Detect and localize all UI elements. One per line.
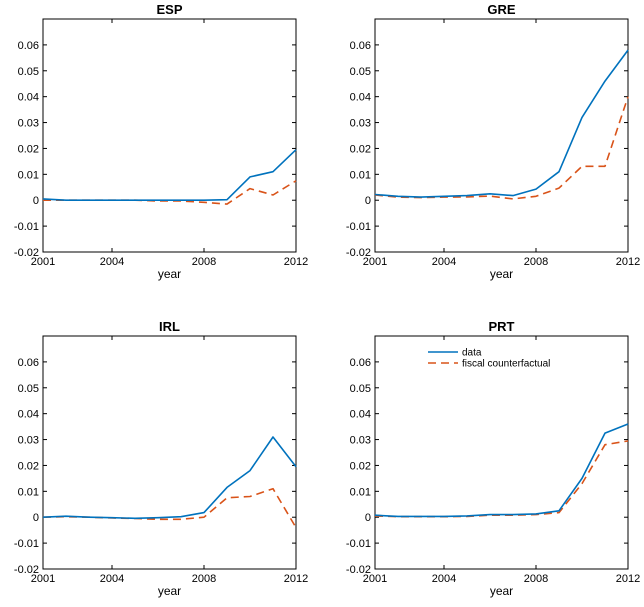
panel-esp: ESP -0.02 -0.01 0 0.01 0.02 0.03 0.04 0.05 0.06 20… [14, 2, 308, 281]
y-tick-label: -0.02 [14, 564, 39, 576]
y-tick-label: -0.01 [14, 538, 39, 550]
axes-frame [374, 335, 629, 570]
y-tick-label: 0.03 [18, 118, 39, 130]
x-tick-label: 2001 [31, 256, 55, 268]
y-tick-label: 0.01 [350, 486, 371, 498]
series-line-data [42, 436, 297, 520]
y-tick-label: 0.03 [350, 118, 371, 130]
x-tick-label: 2012 [616, 573, 640, 585]
y-tick-label: 0.04 [18, 92, 39, 104]
legend-label: data [462, 348, 482, 359]
y-tick-label: 0.02 [18, 143, 39, 155]
series-line-data [374, 49, 629, 198]
y-tick-label: 0.06 [18, 357, 39, 369]
y-tick-label: -0.02 [346, 247, 371, 259]
y-tick-label: 0 [365, 195, 371, 207]
y-tick-label: 0.04 [18, 409, 39, 421]
panel-title: ESP [156, 2, 182, 17]
y-tick-label: -0.01 [14, 221, 39, 233]
x-tick-label: 2012 [284, 573, 308, 585]
axes-frame [42, 18, 297, 253]
y-tick-label: 0.04 [350, 92, 371, 104]
y-tick-label: 0.01 [18, 169, 39, 181]
legend-label: fiscal counterfactual [462, 359, 550, 370]
y-tick-label: 0.05 [18, 66, 39, 78]
x-tick-label: 2008 [524, 256, 548, 268]
y-tick-label: 0.03 [18, 435, 39, 447]
x-axis-label: year [490, 267, 513, 281]
panel-prt: PRT -0.02 -0.01 0 0.01 0.02 0.03 0.04 0.05 0.06 20… [346, 319, 640, 598]
y-tick-label: 0.02 [350, 143, 371, 155]
x-axis-label: year [158, 584, 181, 598]
x-tick-label: 2004 [100, 573, 124, 585]
x-tick-label: 2001 [363, 256, 387, 268]
y-tick-label: -0.02 [346, 564, 371, 576]
y-tick-label: 0.05 [18, 383, 39, 395]
y-tick-label: 0 [33, 195, 39, 207]
y-tick-label: 0.06 [350, 40, 371, 52]
y-tick-label: 0.06 [350, 357, 371, 369]
series-line-fiscal-counterfactual [42, 487, 297, 529]
axes-frame [374, 18, 629, 253]
panel-irl: IRL -0.02 -0.01 0 0.01 0.02 0.03 0.04 0.05 0.06 20… [14, 319, 308, 598]
x-tick-label: 2008 [192, 256, 216, 268]
axes-frame [42, 335, 297, 570]
x-tick-label: 2004 [432, 256, 456, 268]
y-tick-label: 0.01 [350, 169, 371, 181]
series-line-data [374, 423, 629, 518]
x-tick-label: 2008 [524, 573, 548, 585]
series-line-fiscal-counterfactual [374, 96, 629, 200]
y-tick-label: 0.05 [350, 66, 371, 78]
panel-gre: GRE -0.02 -0.01 0 0.01 0.02 0.03 0.04 0.05 0.06 20… [346, 2, 640, 281]
y-tick-label: 0.02 [18, 460, 39, 472]
series-line-fiscal-counterfactual [374, 440, 629, 518]
y-tick-label: 0 [365, 512, 371, 524]
y-tick-label: -0.02 [14, 247, 39, 259]
x-tick-label: 2001 [363, 573, 387, 585]
x-tick-label: 2001 [31, 573, 55, 585]
x-tick-label: 2012 [284, 256, 308, 268]
x-tick-label: 2004 [432, 573, 456, 585]
x-axis-label: year [490, 584, 513, 598]
y-tick-label: 0.01 [18, 486, 39, 498]
x-tick-label: 2012 [616, 256, 640, 268]
y-tick-label: 0.05 [350, 383, 371, 395]
panel-title: GRE [487, 2, 516, 17]
y-tick-label: 0.06 [18, 40, 39, 52]
y-tick-label: -0.01 [346, 538, 371, 550]
series-line-data [42, 149, 297, 201]
panel-title: IRL [159, 319, 180, 334]
panel-title: PRT [489, 319, 515, 334]
x-tick-label: 2008 [192, 573, 216, 585]
x-tick-label: 2004 [100, 256, 124, 268]
y-tick-label: 0.04 [350, 409, 371, 421]
y-tick-label: -0.01 [346, 221, 371, 233]
y-tick-label: 0.03 [350, 435, 371, 447]
y-tick-label: 0.02 [350, 460, 371, 472]
y-tick-label: 0 [33, 512, 39, 524]
x-axis-label: year [158, 267, 181, 281]
